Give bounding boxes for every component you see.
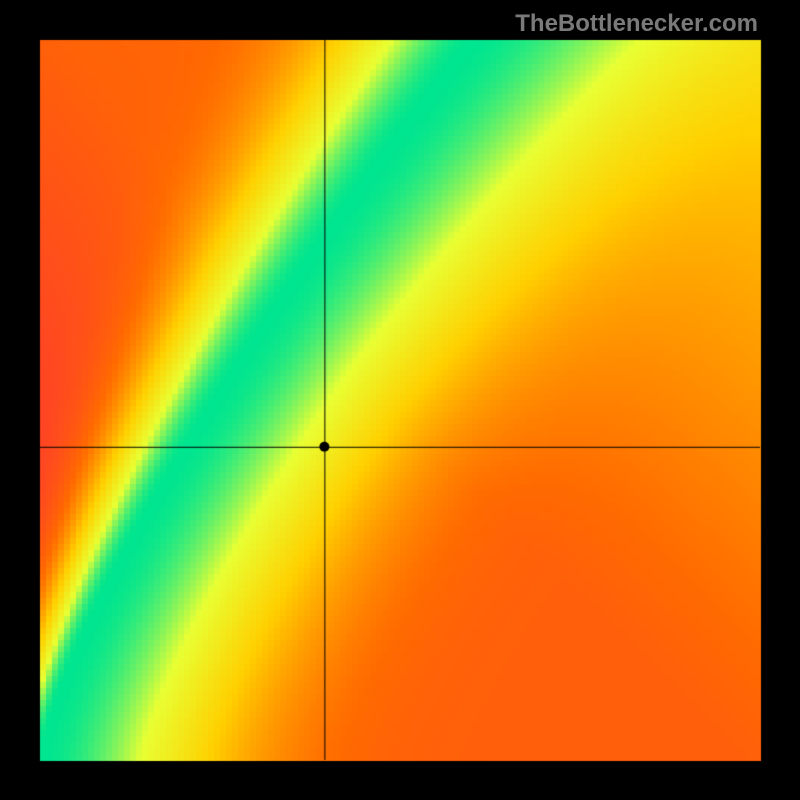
chart-container: TheBottlenecker.com [0, 0, 800, 800]
bottleneck-heatmap [0, 0, 800, 800]
watermark-text: TheBottlenecker.com [515, 10, 758, 38]
